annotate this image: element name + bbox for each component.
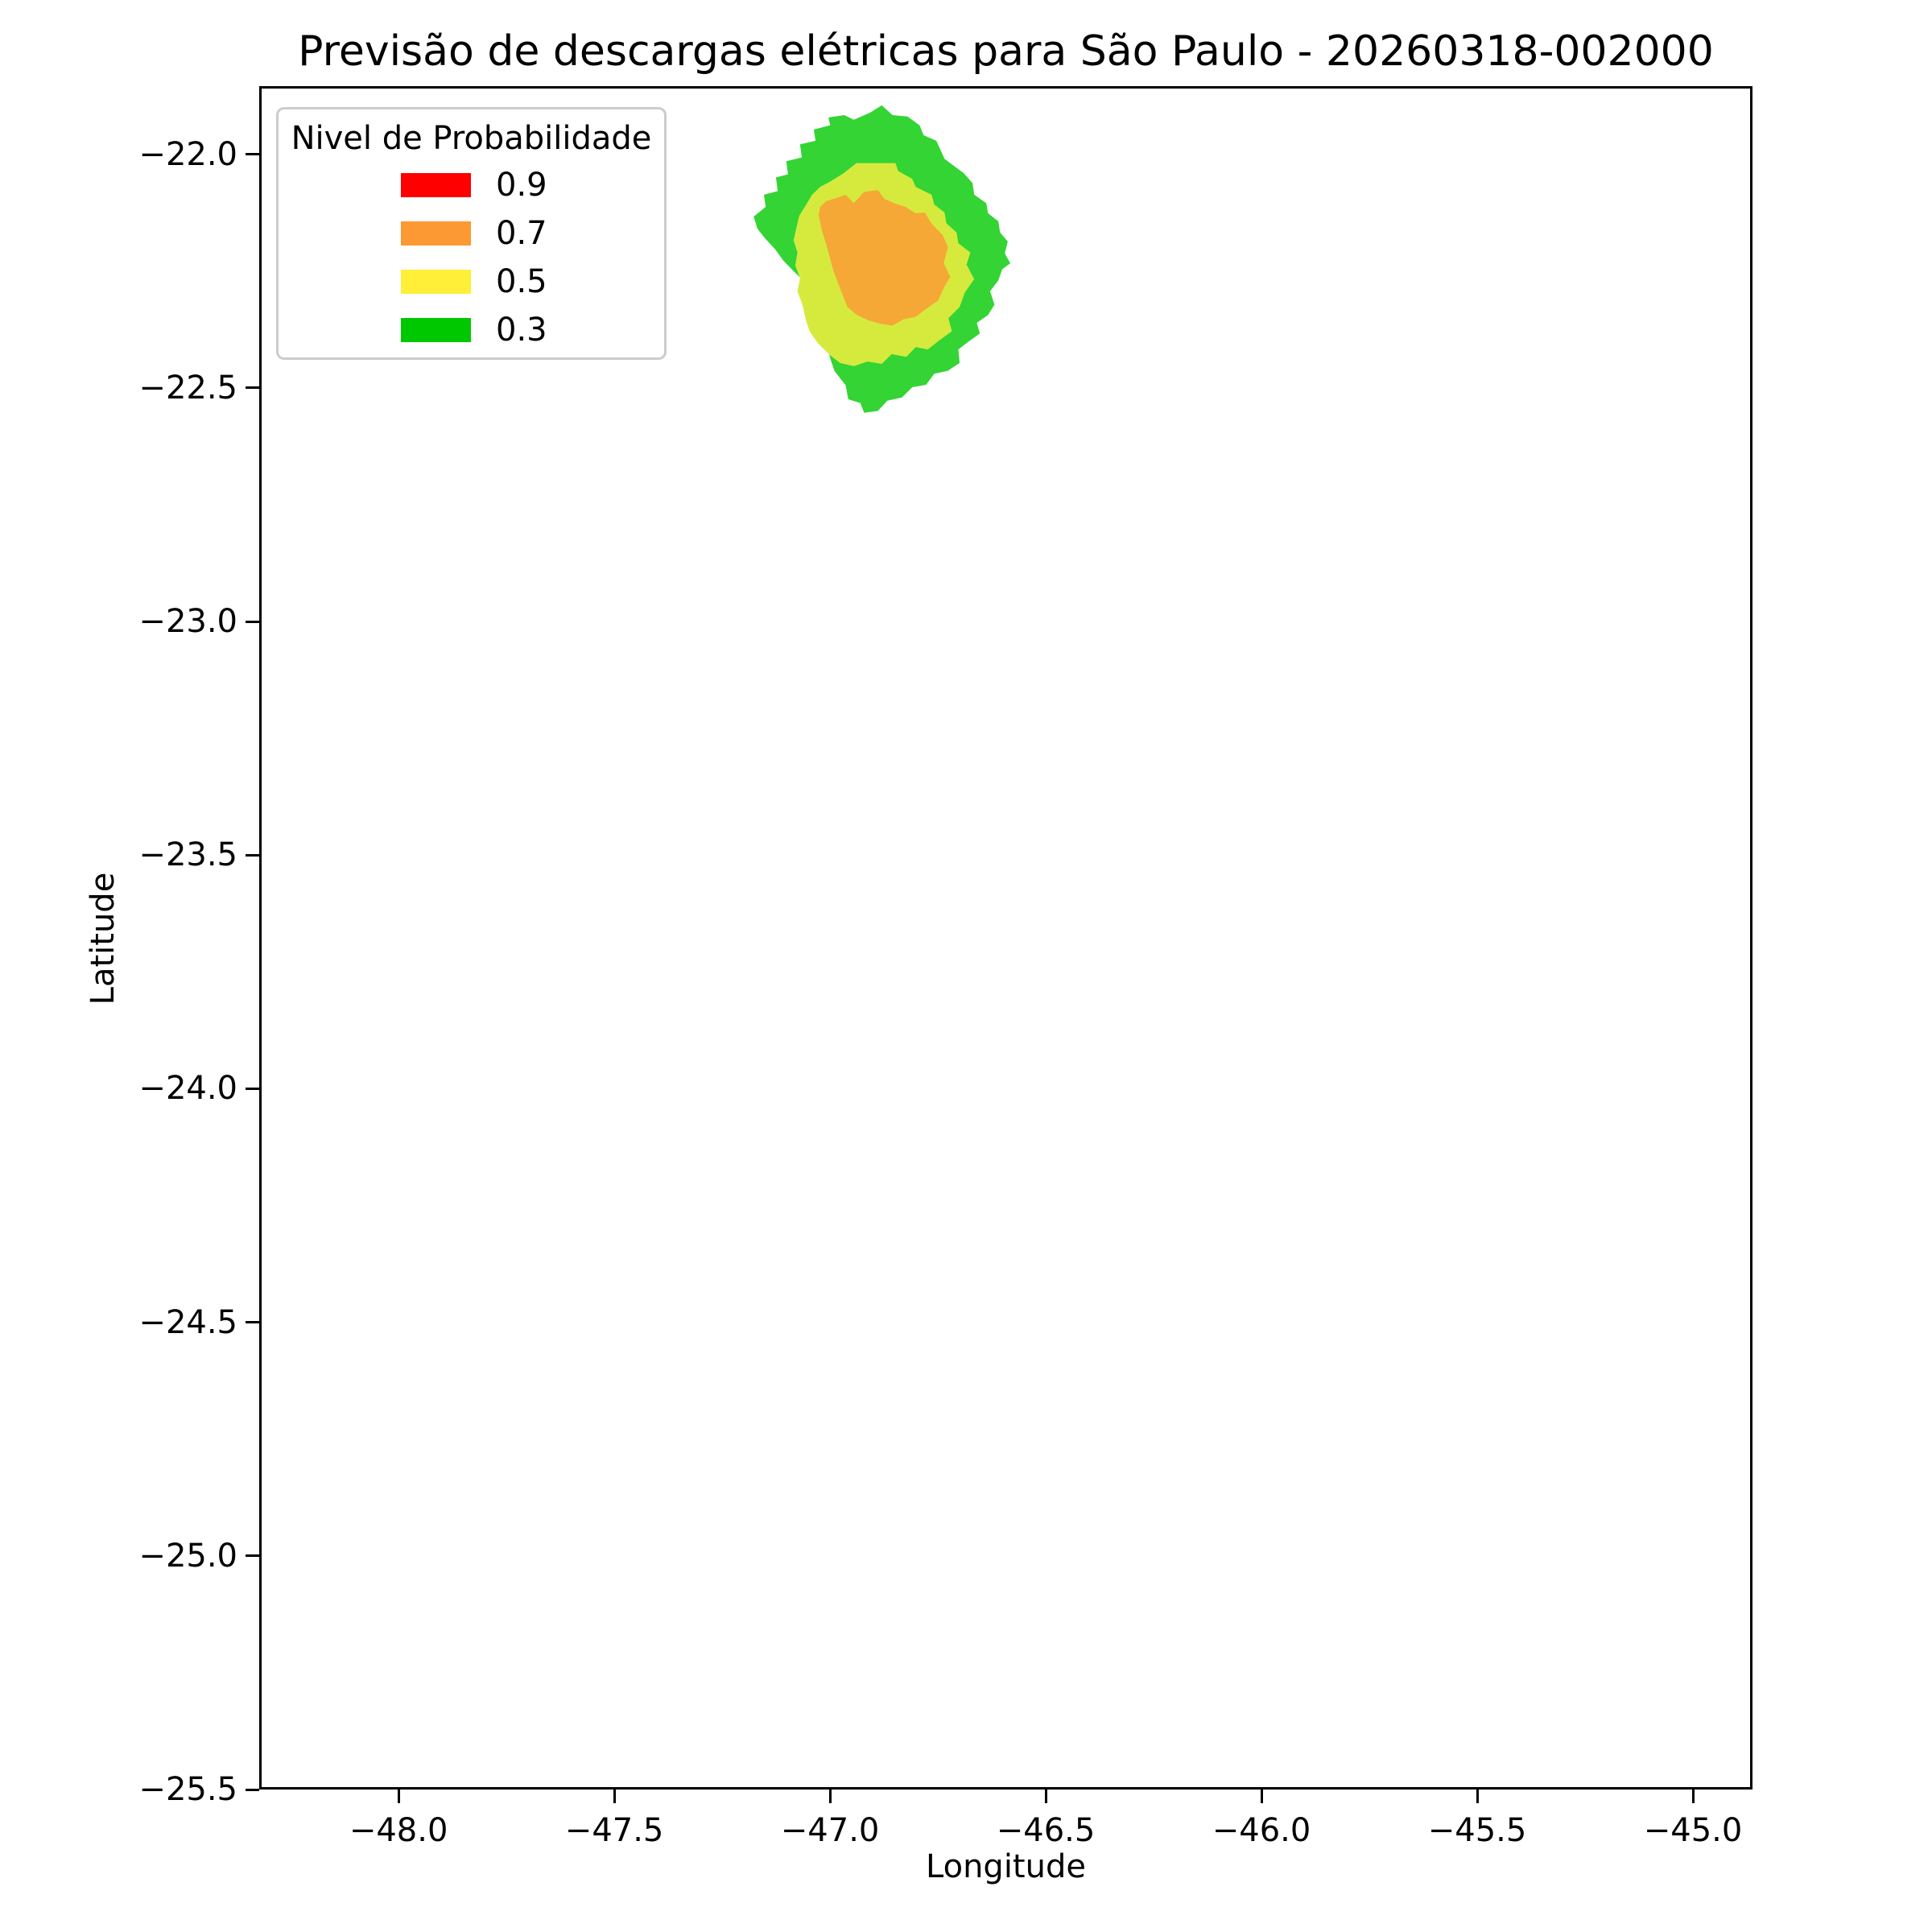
y-tick-label: −23.0 [138, 603, 237, 641]
y-tick-label: −22.0 [138, 135, 237, 173]
y-tick-mark [246, 1788, 259, 1791]
y-tick-mark [246, 1554, 259, 1558]
legend-entry-0.7: 0.7 [279, 209, 664, 258]
y-tick-mark [246, 386, 259, 390]
legend-entry-0.3: 0.3 [279, 306, 664, 354]
contour-region-0.7 [818, 190, 951, 326]
y-tick-label: −24.0 [138, 1070, 237, 1108]
contour-layer [753, 105, 1011, 413]
x-tick-mark [1044, 1790, 1047, 1803]
y-tick-mark [246, 620, 259, 623]
x-tick-mark [1691, 1790, 1695, 1803]
chart-title: Previsão de descargas elétricas para São… [298, 27, 1714, 76]
y-tick-mark [246, 153, 259, 156]
y-tick-label: −25.0 [138, 1537, 237, 1575]
x-tick-label: −45.5 [1427, 1812, 1527, 1849]
legend-entry-0.5: 0.5 [279, 258, 664, 306]
x-tick-mark [397, 1790, 400, 1803]
legend-swatch-yellow [401, 270, 471, 294]
legend-label: 0.7 [496, 215, 547, 252]
x-tick-label: −47.0 [780, 1812, 880, 1849]
y-axis-label: Latitude [85, 872, 122, 1005]
legend-label: 0.9 [496, 167, 547, 204]
x-tick-label: −48.0 [349, 1812, 448, 1849]
y-tick-label: −25.5 [138, 1771, 237, 1808]
x-tick-label: −47.5 [564, 1812, 664, 1849]
y-tick-label: −24.5 [138, 1303, 237, 1341]
y-tick-mark [246, 853, 259, 857]
legend-entry-0.9: 0.9 [279, 161, 664, 209]
y-tick-label: −23.5 [138, 836, 237, 874]
y-tick-mark [246, 1321, 259, 1324]
y-tick-mark [246, 1087, 259, 1090]
x-axis-label: Longitude [926, 1848, 1086, 1885]
legend-swatch-orange [401, 221, 471, 246]
legend: Nivel de Probabilidade 0.9 0.7 0.5 0.3 [276, 107, 667, 360]
x-tick-label: −46.5 [996, 1812, 1096, 1849]
x-tick-label: −45.0 [1643, 1812, 1743, 1849]
legend-title: Nivel de Probabilidade [291, 120, 652, 157]
legend-label: 0.5 [496, 263, 547, 300]
x-tick-mark [1476, 1790, 1479, 1803]
y-tick-label: −22.5 [138, 369, 237, 407]
legend-label: 0.3 [496, 312, 547, 349]
x-tick-label: −46.0 [1212, 1812, 1311, 1849]
x-tick-mark [613, 1790, 616, 1803]
legend-swatch-green [401, 318, 471, 342]
x-tick-mark [828, 1790, 832, 1803]
legend-swatch-red [401, 173, 471, 197]
plot-area: Nivel de Probabilidade 0.9 0.7 0.5 0.3 [259, 86, 1752, 1790]
x-tick-mark [1260, 1790, 1263, 1803]
